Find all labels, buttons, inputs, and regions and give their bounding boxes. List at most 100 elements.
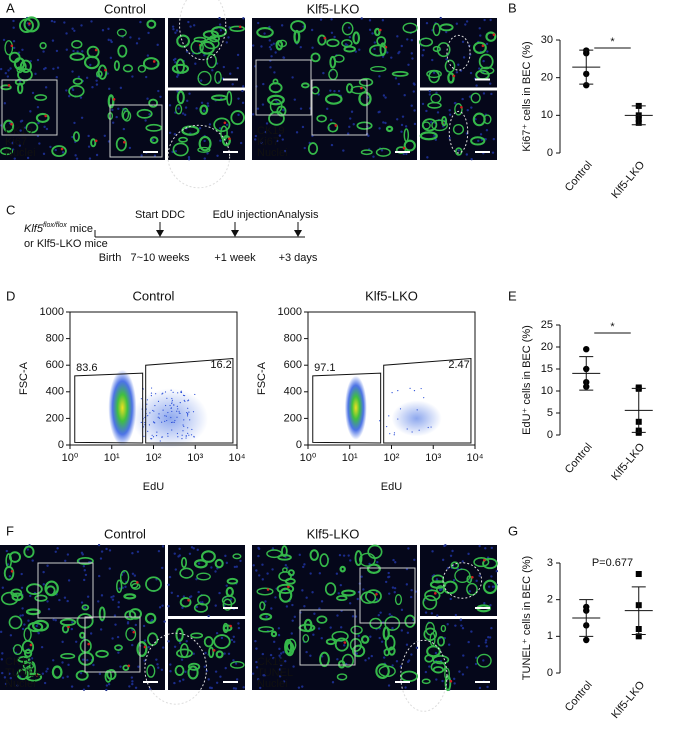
category-label: Control bbox=[563, 441, 595, 476]
cell-outline bbox=[180, 556, 188, 569]
cell-outline bbox=[44, 580, 59, 597]
event bbox=[167, 411, 169, 414]
nucleus bbox=[182, 678, 185, 681]
signal bbox=[60, 147, 64, 151]
y-axis-label: EdU⁺ cells in BEC (%) bbox=[521, 325, 533, 435]
nucleus bbox=[147, 31, 150, 35]
nucleus bbox=[66, 599, 69, 603]
event bbox=[161, 421, 163, 423]
nucleus bbox=[343, 644, 346, 647]
nucleus bbox=[40, 645, 44, 649]
event-cloud bbox=[391, 400, 442, 437]
nucleus bbox=[337, 592, 340, 595]
nucleus bbox=[116, 635, 120, 639]
nucleus bbox=[225, 561, 229, 565]
nucleus bbox=[178, 547, 181, 550]
nucleus bbox=[103, 134, 107, 137]
nucleus bbox=[189, 25, 192, 28]
cell-outline bbox=[148, 98, 159, 108]
cell-outline bbox=[122, 664, 130, 671]
nucleus bbox=[262, 82, 265, 86]
cell-outline bbox=[478, 53, 494, 70]
nucleus bbox=[488, 636, 492, 639]
nucleus bbox=[42, 152, 46, 156]
cell-outline bbox=[116, 579, 123, 594]
micrograph bbox=[168, 90, 245, 160]
cell-outline bbox=[350, 85, 367, 95]
inset-box bbox=[255, 59, 312, 116]
nucleus bbox=[184, 106, 188, 109]
cell-outline bbox=[95, 649, 109, 658]
nucleus bbox=[241, 89, 244, 93]
event bbox=[161, 436, 163, 438]
nucleus bbox=[126, 622, 130, 625]
stain-label: CK19 bbox=[257, 656, 285, 668]
nucleus bbox=[144, 75, 148, 79]
signal bbox=[112, 98, 116, 101]
nucleus bbox=[79, 96, 83, 99]
nucleus bbox=[255, 647, 258, 650]
y-tick-label: 10 bbox=[541, 385, 553, 397]
x-tick-label: 10⁴ bbox=[229, 452, 246, 464]
nucleus bbox=[56, 547, 59, 550]
cell-outline bbox=[391, 71, 409, 77]
cell-outline bbox=[268, 82, 283, 94]
nucleus bbox=[161, 566, 164, 570]
cell-outline bbox=[8, 51, 21, 63]
nucleus bbox=[439, 16, 442, 20]
nucleus bbox=[148, 113, 151, 116]
nucleus bbox=[174, 150, 177, 153]
cell-outline bbox=[402, 22, 418, 34]
nucleus bbox=[58, 598, 61, 602]
nucleus bbox=[242, 17, 245, 20]
nucleus bbox=[284, 564, 288, 567]
nucleus bbox=[229, 72, 232, 75]
group-title: Control bbox=[104, 1, 146, 16]
nucleus bbox=[397, 51, 400, 55]
event bbox=[393, 434, 395, 436]
nucleus bbox=[206, 104, 210, 108]
cell-outline bbox=[172, 142, 189, 157]
nucleus bbox=[137, 665, 140, 668]
cell-outline bbox=[303, 618, 313, 633]
nucleus bbox=[173, 552, 176, 555]
allele: flox/flox bbox=[43, 222, 67, 229]
nucleus bbox=[108, 549, 112, 552]
nucleus bbox=[482, 659, 485, 662]
nucleus bbox=[291, 603, 294, 607]
nucleus bbox=[163, 620, 166, 623]
nucleus bbox=[12, 19, 15, 23]
nucleus bbox=[144, 119, 147, 122]
nucleus bbox=[61, 661, 64, 664]
nucleus bbox=[63, 21, 66, 24]
event bbox=[418, 429, 420, 431]
cell-outline bbox=[287, 569, 295, 577]
cell-outline bbox=[27, 621, 44, 633]
plot-frame bbox=[307, 311, 476, 446]
nucleus bbox=[42, 583, 46, 586]
cell-outline bbox=[470, 136, 486, 146]
cell-outline bbox=[277, 39, 288, 48]
nucleus bbox=[257, 21, 260, 25]
event bbox=[178, 410, 180, 412]
nucleus bbox=[413, 109, 416, 112]
nucleus bbox=[483, 18, 486, 22]
nucleus bbox=[44, 86, 48, 89]
nucleus bbox=[375, 598, 378, 601]
nucleus bbox=[158, 606, 162, 609]
nucleus bbox=[466, 108, 469, 112]
nucleus bbox=[411, 57, 414, 60]
nucleus bbox=[303, 563, 306, 566]
cell-outline bbox=[426, 645, 441, 658]
stain-label: CK19 bbox=[257, 125, 285, 137]
cell-outline bbox=[199, 104, 209, 115]
nucleus bbox=[146, 54, 150, 57]
event bbox=[147, 415, 149, 417]
event bbox=[182, 430, 184, 432]
nucleus bbox=[485, 129, 489, 132]
signal bbox=[229, 624, 232, 628]
cell-outline bbox=[0, 147, 14, 156]
cell-outline bbox=[432, 45, 441, 53]
nucleus bbox=[436, 614, 439, 617]
nucleus bbox=[311, 591, 314, 594]
